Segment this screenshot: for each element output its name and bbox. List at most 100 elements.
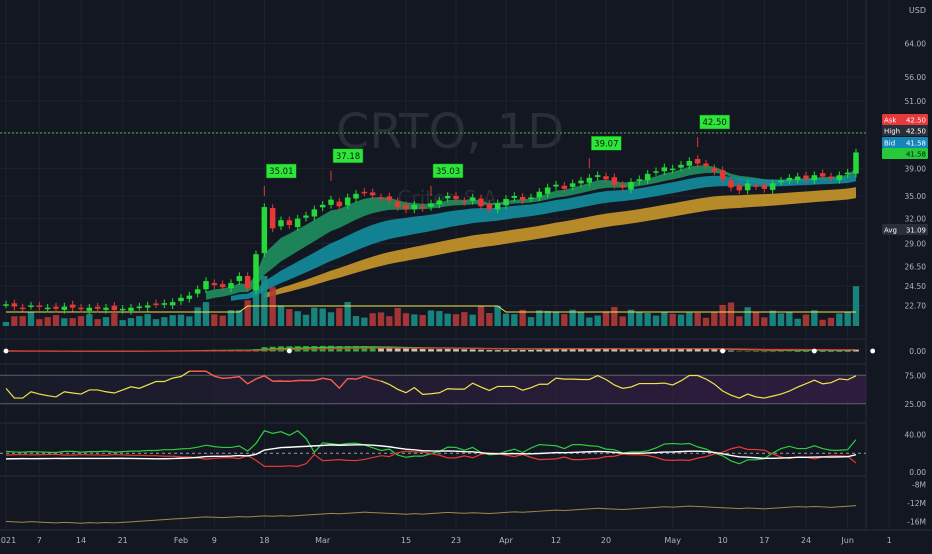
candle-body [403,205,409,210]
candle-body [294,218,301,228]
candle-body [186,295,193,299]
candle-body [644,173,651,181]
volume-bar [311,307,318,326]
volume-bar [769,310,776,326]
oscillator-bar [844,350,851,352]
volume-bar [477,305,485,326]
oscillator-bar [786,351,793,352]
oscillator-bar [361,346,368,352]
oscillator-bar [453,349,459,352]
oscillator-bar [536,349,543,352]
candle-body [536,191,543,198]
last-price-badge-bg [882,148,928,159]
oscillator-dot [720,348,726,354]
candle-body [286,220,293,226]
volume-bar [227,310,235,326]
volume-bar [844,311,851,326]
volume-bar [711,311,718,326]
volume-bar [211,314,218,326]
oscillator-dot [811,348,817,354]
candle-body [169,302,176,306]
candle-body [753,185,759,187]
oscillator-bar [636,349,643,352]
candle-body [244,276,251,289]
oscillator-bar [369,346,376,352]
volume-bar [836,313,843,326]
oscillator-bar [711,349,718,352]
candle-body [128,307,134,311]
volume-bar [402,313,410,326]
volume-bar [252,278,260,326]
rsi-band [0,375,866,404]
avg-badge-bg [882,224,928,235]
candle-body [678,164,684,168]
volume-bar [419,315,426,326]
oscillator-bar [528,349,534,352]
candle-body [778,180,784,183]
volume-bar [719,304,726,326]
volume-bar [644,313,651,326]
candle-body [853,152,859,174]
oscillator-bar [678,348,684,352]
candle-body [328,199,334,205]
candle-body [353,193,359,199]
oscillator-bar [586,348,593,352]
candles [0,132,866,315]
oscillator-bar [519,350,526,352]
volume-bar [811,310,818,326]
volume-bar [736,316,743,326]
candle-body [219,284,226,288]
volume-bar [169,315,176,326]
time-tick-label: Apr [499,536,514,545]
candle-body [278,220,284,227]
candle-body [444,196,451,199]
obv-panel: -8M -12M -16M [5,481,926,526]
candle-body [586,177,593,183]
volume-bar [552,311,560,326]
oscillator-bar [378,346,384,352]
candle-body [461,200,468,203]
high-badge-label: High [884,128,900,136]
candle-body [369,192,376,196]
candle-body [469,197,476,201]
volume-bar [102,317,110,326]
candle-body [494,203,501,210]
volume-bar [194,307,201,326]
volume-bar [27,312,35,326]
volume-bar [161,317,168,326]
volume-ma-line [6,305,856,313]
volume-bar [586,317,593,326]
volume-bar [44,317,51,326]
volume-bar [502,313,510,326]
oscillator-bar [503,350,509,352]
volume-bar [494,305,501,326]
volume-bar [302,314,310,326]
candle-body [69,304,76,308]
candle-body [344,197,351,206]
candle-body [319,204,326,208]
time-tick-label: 14 [76,536,86,545]
oscillator-bar [669,348,676,352]
volume-bar [261,276,268,326]
candle-body [386,196,393,201]
candle-body [111,305,118,310]
candle-body [803,175,809,180]
candle-body [203,281,209,290]
candle-body [761,185,768,189]
volume-bar [686,312,693,326]
candle-body [161,303,168,305]
volume-bar [69,318,76,326]
price-tick-label: 64.00 [905,39,927,48]
ask-badge-label: Ask [884,117,897,125]
price-annotations: 35.01 37.18 35.03 39.07 42.50 [263,114,730,197]
oscillator-bar [611,349,618,352]
annotation-box [266,163,297,179]
time-tick-label: 9 [212,536,217,545]
candle-body [336,201,343,207]
volume-bar [461,312,468,326]
time-tick-label: 2021 [0,536,16,545]
candle-body [78,307,84,310]
candle-body [711,168,718,172]
